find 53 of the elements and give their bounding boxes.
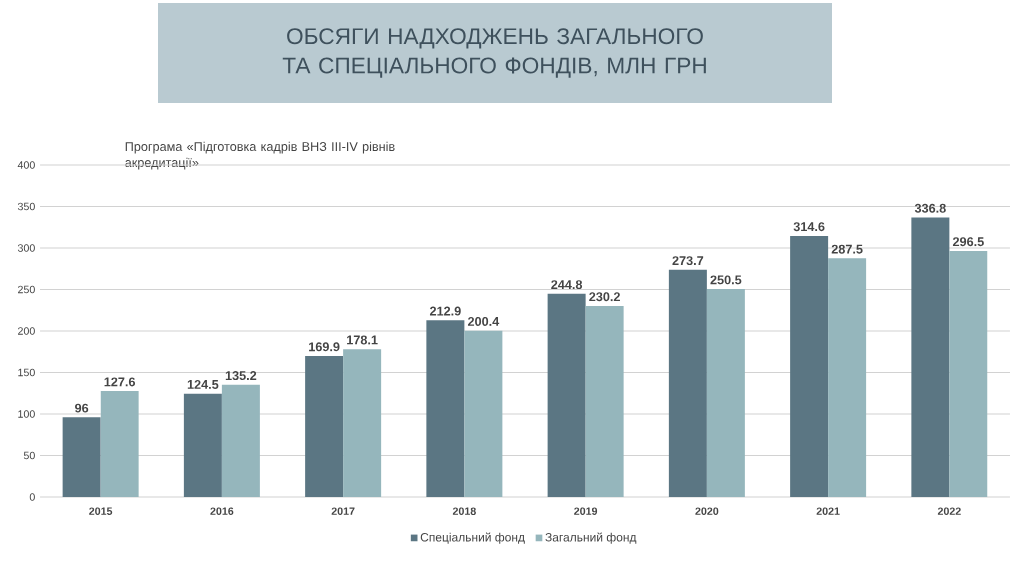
data-label: 314.6: [793, 222, 825, 232]
data-label: 273.7: [672, 256, 704, 266]
bar: [706, 289, 745, 497]
bar: [343, 349, 382, 497]
y-tick-label: 250: [18, 285, 35, 294]
x-tick-label: 2018: [452, 507, 476, 515]
y-tick-label: 50: [23, 451, 35, 460]
bar: [911, 217, 950, 497]
bar: [100, 391, 139, 497]
bar: [828, 258, 867, 497]
data-label: 296.5: [952, 237, 984, 247]
bar: [464, 330, 503, 497]
data-label: 212.9: [429, 306, 461, 316]
bar: [62, 417, 101, 497]
x-tick-label: 2019: [574, 507, 598, 515]
bar: [183, 393, 222, 497]
data-label: 230.2: [589, 292, 620, 302]
data-label: 244.8: [551, 280, 583, 290]
data-label: 200.4: [467, 316, 500, 326]
y-tick-label: 400: [17, 161, 35, 169]
data-label: 127.6: [104, 377, 136, 387]
data-label: 124.5: [187, 379, 219, 389]
bar: [547, 293, 586, 497]
bar: [949, 250, 988, 497]
data-label: 336.8: [914, 203, 946, 213]
data-label: 169.9: [309, 342, 340, 352]
data-label: 287.5: [831, 244, 863, 254]
bar: [668, 269, 707, 497]
data-label: 96: [75, 403, 89, 413]
data-label: 178.1: [347, 335, 378, 345]
x-tick-label: 2016: [210, 507, 234, 515]
x-tick-label: 2015: [89, 507, 113, 515]
bar: [790, 235, 829, 497]
x-tick-label: 2017: [331, 507, 355, 515]
chart-title: ОБСЯГИ НАДХОДЖЕНЬ ЗАГАЛЬНОГО ТА СПЕЦІАЛЬНОГО ФОНДІВ, МЛН ГРН: [282, 28, 706, 78]
legend-label: Спеціальний фонд: [420, 532, 525, 544]
legend-label: Загальний фонд: [545, 532, 637, 544]
y-tick-label: 100: [18, 410, 35, 418]
bar: [221, 384, 260, 497]
y-tick-label: 350: [17, 202, 35, 211]
x-tick-label: 2021: [816, 507, 840, 515]
y-tick-label: 150: [18, 368, 35, 377]
y-tick-label: 200: [18, 327, 35, 335]
bar: [585, 305, 624, 497]
y-tick-label: 0: [29, 493, 35, 501]
bar: [305, 355, 344, 497]
x-tick-label: 2022: [937, 507, 961, 515]
y-tick-label: 300: [17, 244, 35, 252]
bar: [426, 320, 465, 497]
data-label: 250.5: [710, 275, 742, 285]
data-label: 135.2: [225, 371, 257, 381]
chart-subtitle: Програма «Підготовка кадрів ВНЗ ІІІ-IV рівнів акредитації»: [125, 141, 395, 170]
x-tick-label: 2020: [695, 507, 719, 515]
